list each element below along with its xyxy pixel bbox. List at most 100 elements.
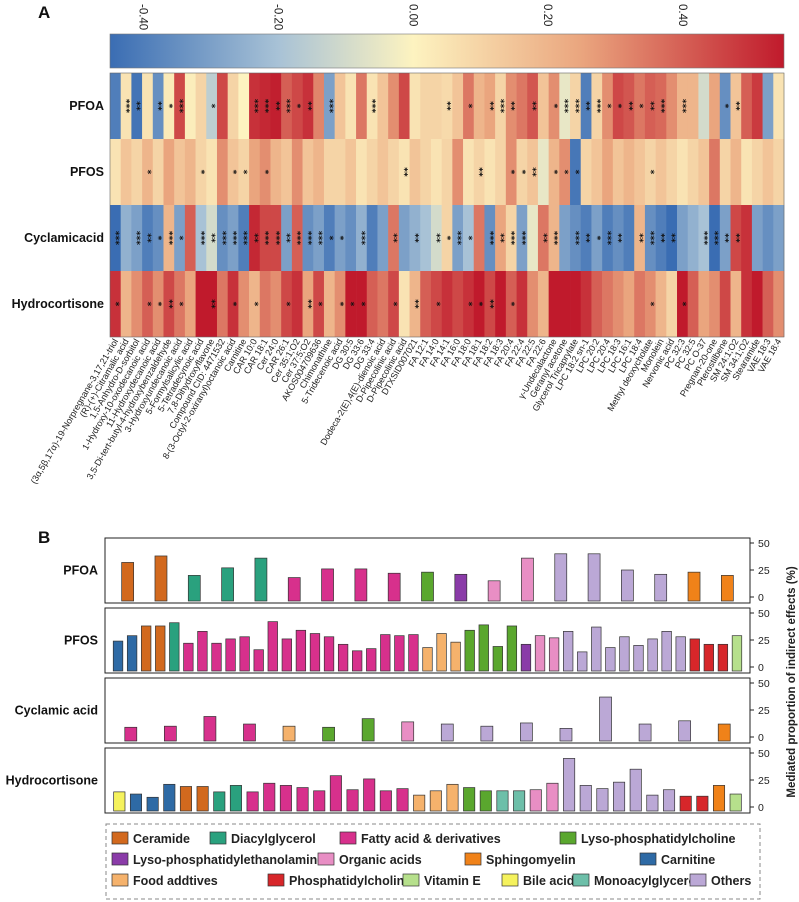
heatmap-cell (677, 73, 689, 139)
heatmap-cell (120, 205, 132, 271)
significance-marker: * (153, 236, 163, 241)
heatmap-cell (580, 139, 592, 205)
significance-marker: ** (281, 233, 291, 243)
heatmap-cell (762, 139, 774, 205)
heatmap-cell (302, 205, 314, 271)
heatmap-cell (709, 139, 721, 205)
significance-marker: *** (110, 231, 120, 245)
legend-item: Organic acids (317, 852, 422, 867)
heatmap-cell (602, 73, 614, 139)
legend-item: Phosphatidylcholine (267, 873, 411, 888)
significance-marker: *** (131, 231, 141, 245)
heatmap-cell (441, 73, 453, 139)
significance-marker: ** (645, 101, 655, 111)
heatmap-cell (559, 73, 571, 139)
bar (480, 725, 494, 742)
heatmap-cell (142, 205, 154, 271)
heatmap-cell (131, 271, 143, 337)
legend-label: Diacylglycerol (231, 832, 316, 846)
heatmap-cell (473, 205, 485, 271)
heatmap-cell (719, 139, 731, 205)
heatmap-cell (505, 73, 517, 139)
bar-panel-frame (104, 747, 751, 814)
heatmap-cell (591, 73, 603, 139)
heatmap-cell (313, 271, 325, 337)
significance-marker: * (442, 236, 452, 241)
heatmap-cell (623, 139, 635, 205)
heatmap-cell (495, 271, 507, 337)
significance-marker: *** (174, 99, 184, 113)
significance-marker: ** (720, 233, 730, 243)
significance-marker: *** (677, 99, 687, 113)
bar (225, 638, 236, 672)
significance-marker: * (634, 104, 644, 109)
bar (287, 577, 301, 602)
heatmap-cell (131, 73, 143, 139)
bar (366, 648, 377, 672)
heatmap-cell (366, 139, 378, 205)
heatmap-cell (634, 139, 646, 205)
significance-marker: *** (260, 99, 270, 113)
heatmap-cell (420, 73, 432, 139)
heatmap-cell (163, 205, 175, 271)
heatmap-cell (388, 205, 400, 271)
heatmap-cell (302, 139, 314, 205)
bar (124, 726, 138, 742)
legend-label: Monoacylglycerol (594, 874, 700, 888)
bar (521, 557, 534, 602)
heatmap-cell (152, 139, 164, 205)
heatmap-cell (666, 271, 678, 337)
legend-swatch (559, 831, 577, 845)
bar (703, 643, 714, 672)
bar (440, 723, 454, 742)
heatmap-cell (249, 73, 261, 139)
legend-label: Food addtives (133, 874, 218, 888)
legend-swatch (639, 852, 657, 866)
heatmap-cell (195, 73, 207, 139)
heatmap-cell (409, 205, 421, 271)
y-tick-label: 50 (758, 538, 770, 550)
bar (322, 726, 335, 742)
heatmap-cell (163, 139, 175, 205)
colorbar-tick-label: 0.40 (676, 4, 688, 26)
heatmap-cell (216, 205, 228, 271)
heatmap-cell (110, 205, 121, 271)
heatmap-cell (516, 139, 528, 205)
heatmap-cell (698, 73, 710, 139)
significance-marker: * (356, 302, 366, 307)
bar (529, 789, 542, 812)
significance-marker: * (506, 170, 516, 175)
bar (361, 718, 375, 742)
heatmap-cell (473, 73, 485, 139)
heatmap-cell (259, 205, 271, 271)
heatmap-cell (709, 73, 721, 139)
significance-marker: * (677, 302, 687, 307)
heatmap-cell (570, 139, 582, 205)
bar (633, 645, 644, 672)
heatmap-cell (259, 73, 271, 139)
heatmap-feature-labels: (3α,5β,17α)-19-Norpregnane-3,17,21-triol… (29, 337, 784, 485)
heatmap-cell (612, 73, 624, 139)
bar (309, 633, 321, 672)
heatmap-cell (356, 205, 368, 271)
heatmap-cell (677, 139, 689, 205)
bar (478, 624, 489, 672)
bar (263, 782, 276, 812)
y-tick-label: 50 (758, 748, 770, 760)
heatmap-cell (174, 271, 186, 337)
legend-label: Sphingomyelin (486, 853, 576, 867)
significance-marker: * (110, 302, 120, 307)
significance-marker: ** (527, 167, 537, 177)
heatmap-cell (655, 73, 667, 139)
heatmap-cell (687, 139, 699, 205)
y-tick-label: 50 (758, 608, 770, 620)
y-tick-label: 0 (758, 592, 764, 604)
bar (196, 786, 209, 812)
heatmap-cell (398, 205, 410, 271)
heatmap-cell (527, 73, 539, 139)
heatmap-cell (698, 139, 710, 205)
significance-marker: *** (302, 231, 312, 245)
heatmap-cell (398, 73, 410, 139)
heatmap-cell (259, 271, 271, 337)
